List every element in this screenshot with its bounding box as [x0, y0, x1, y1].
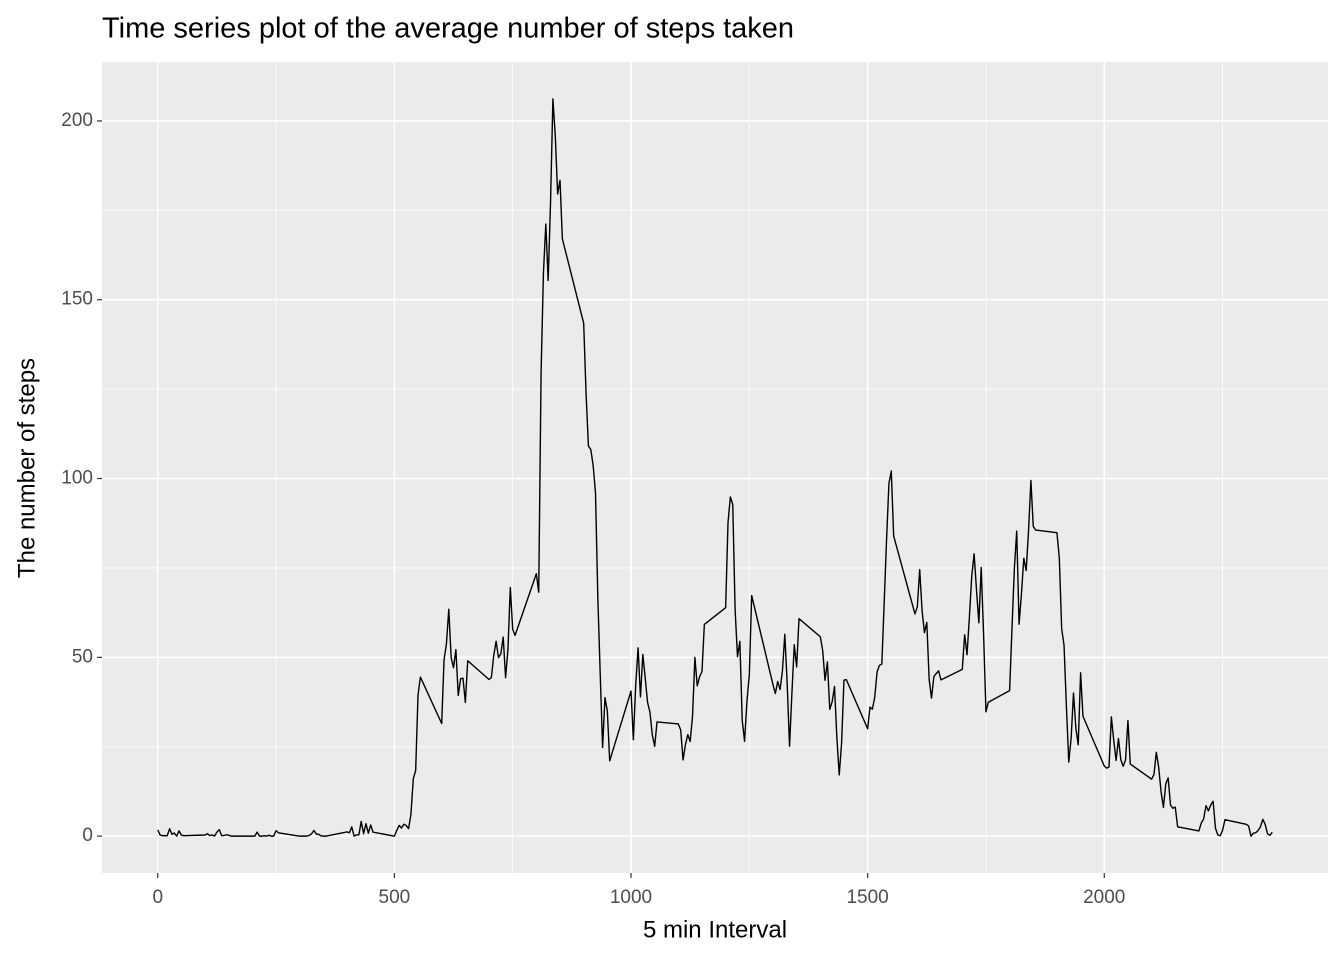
y-tick-label: 50 [72, 646, 93, 667]
y-tick-label: 200 [61, 110, 93, 131]
data-line [157, 98, 1273, 837]
x-tick-label: 500 [379, 887, 411, 908]
y-tick-label: 100 [61, 468, 93, 489]
x-tick-label: 2000 [1083, 887, 1125, 908]
y-tick-label: 150 [61, 289, 93, 310]
chart-title: Time series plot of the average number o… [102, 13, 794, 45]
x-tick-label: 1500 [846, 887, 888, 908]
x-axis-title: 5 min Interval [643, 916, 787, 943]
x-tick-label: 0 [152, 887, 163, 908]
y-axis-title: The number of steps [13, 358, 40, 578]
y-tick-label: 0 [82, 825, 93, 846]
plot-background [102, 62, 1328, 873]
x-tick-label: 1000 [610, 887, 652, 908]
